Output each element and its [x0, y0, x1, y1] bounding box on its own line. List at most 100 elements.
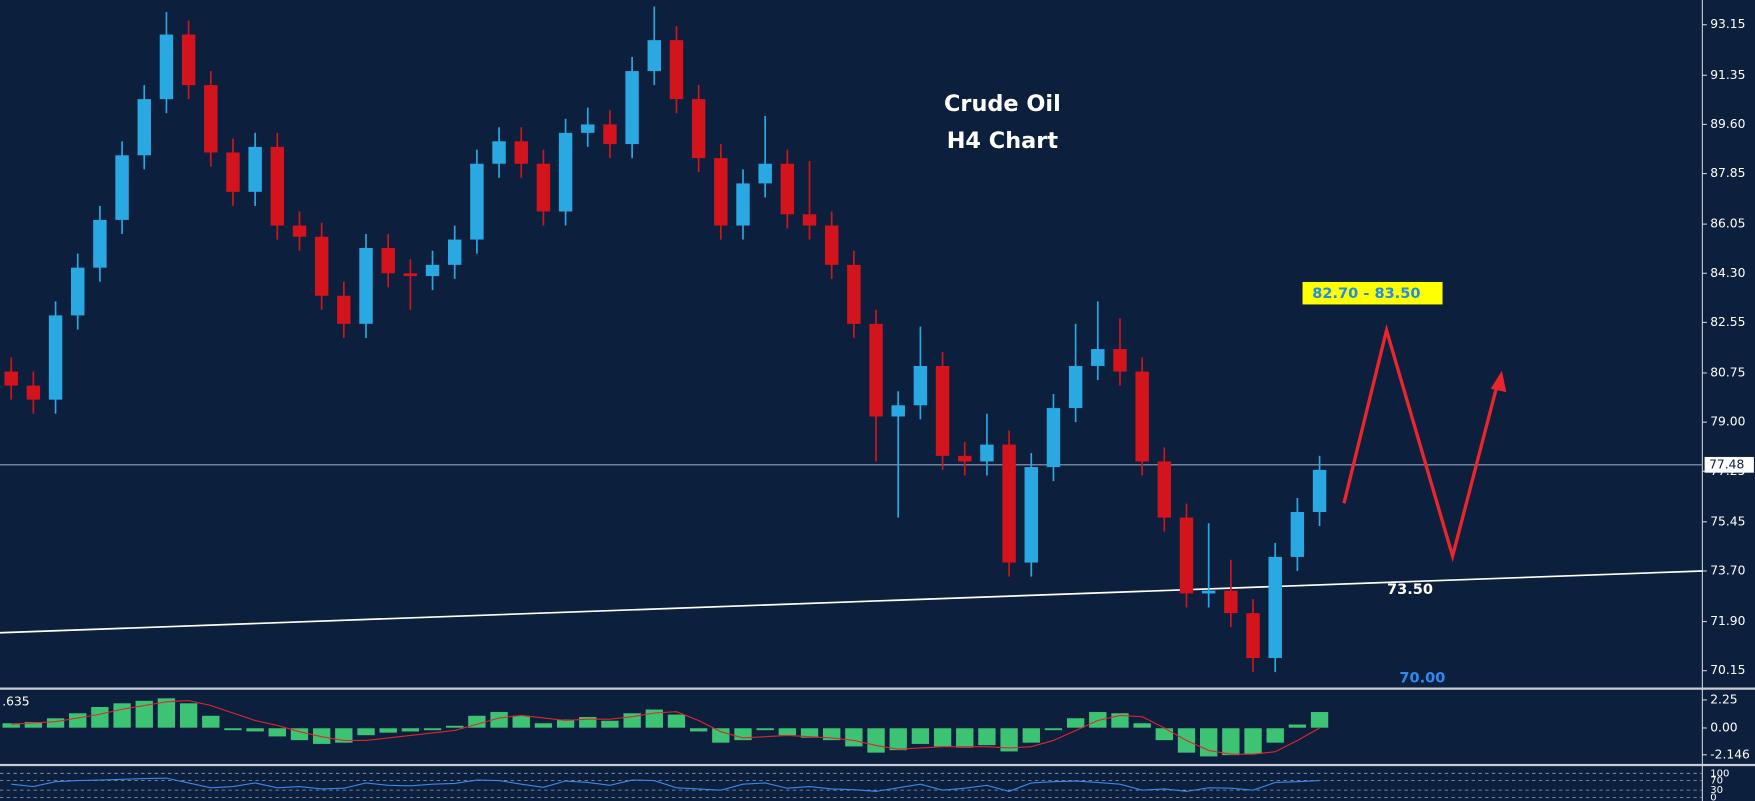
candle-body — [292, 225, 307, 237]
macd-bar — [24, 721, 43, 729]
candle-body — [802, 214, 817, 226]
candle-body — [1179, 517, 1194, 594]
y-tick-label: 30 — [1710, 785, 1723, 796]
plot: 93.15 91.35 89.60 87.85 86.05 84.30 82.55 80.75… — [0, 6, 1754, 801]
macd-bar — [90, 706, 110, 729]
macd-bar — [423, 727, 442, 731]
projection-arrow — [1342, 323, 1501, 563]
candle-body — [1157, 461, 1172, 518]
macd-bar — [933, 727, 952, 747]
y-tick-label: 91.35 — [1710, 68, 1745, 82]
signal-line — [11, 699, 1320, 755]
candle-body — [1246, 613, 1260, 659]
macd-bar — [778, 727, 797, 736]
macd-bar — [667, 713, 686, 729]
macd-bar — [378, 727, 398, 734]
candle-body — [248, 146, 262, 192]
current-price-box — [1704, 456, 1754, 473]
candle-body — [1024, 467, 1038, 563]
candle-body — [714, 158, 728, 226]
current-price-label: 77.48 — [1709, 457, 1744, 471]
macd-bar — [711, 727, 731, 744]
macd-bar — [401, 727, 420, 733]
candle-body — [447, 239, 462, 265]
candle-body — [1268, 556, 1282, 659]
candle-body — [425, 264, 440, 277]
y-tick-label: 0.00 — [1710, 720, 1738, 734]
y-tick-label: 80.75 — [1710, 365, 1745, 379]
macd-bar — [223, 727, 243, 731]
macd-bar — [1243, 727, 1263, 755]
candle-body — [558, 132, 573, 212]
y-tick-label: 84.30 — [1710, 266, 1745, 280]
candle-body — [492, 141, 506, 164]
macd-bar — [245, 727, 265, 733]
candle-body — [758, 163, 772, 184]
macd-bar — [511, 715, 531, 729]
macd-bar — [157, 697, 176, 729]
candle-body — [314, 236, 329, 296]
macd-bar — [1288, 723, 1307, 729]
macd-bar — [1155, 727, 1174, 741]
candle-body — [137, 99, 151, 156]
candle-body — [1135, 371, 1149, 462]
target-zone-box — [1302, 281, 1443, 305]
candle-body — [847, 264, 861, 324]
candle-body — [935, 365, 950, 456]
y-tick-label: 82.55 — [1710, 315, 1745, 329]
candle-body — [48, 315, 63, 400]
macd-bar — [1088, 711, 1108, 729]
macd-bar — [600, 720, 620, 729]
candle-body — [536, 163, 551, 212]
macd-bar — [489, 711, 509, 729]
y-tick-label: 2.25 — [1710, 692, 1737, 706]
rsi-line — [11, 777, 1320, 792]
y-tick-label: -2.146 — [1710, 747, 1750, 761]
macd-bar — [1, 722, 21, 729]
macd-bar — [645, 708, 664, 729]
candle-body — [958, 455, 972, 462]
candle-body — [115, 155, 129, 220]
candle-body — [359, 247, 373, 324]
candle-body — [1312, 469, 1327, 512]
level-label: 70.00 — [1399, 670, 1445, 687]
macd-bar — [1265, 727, 1285, 744]
candle-body — [226, 152, 240, 192]
candle-body — [1201, 590, 1216, 594]
macd-bar — [201, 715, 221, 729]
y-tick-label: 70 — [1710, 776, 1723, 787]
support-label: 73.50 — [1387, 581, 1433, 598]
candle-body — [470, 163, 484, 240]
macd-bar — [1132, 722, 1152, 729]
candle-body — [1224, 590, 1238, 614]
candle-body — [780, 163, 795, 215]
candle-body — [204, 85, 218, 153]
macd-bar — [312, 727, 331, 745]
y-tick-label: 0 — [1710, 792, 1716, 801]
candle-body — [93, 219, 107, 268]
macd-bar — [911, 727, 930, 745]
arrow-head — [1490, 370, 1507, 393]
candle-body — [581, 124, 595, 133]
macd-bar — [534, 722, 553, 729]
candle-body — [736, 183, 750, 226]
y-tick-label: 71.90 — [1710, 614, 1745, 628]
candle-body — [1068, 365, 1083, 409]
macd-bar — [955, 727, 974, 749]
candle-body — [891, 405, 905, 417]
y-tick-label: 73.70 — [1710, 563, 1745, 577]
candle-body — [1046, 408, 1061, 468]
candle-body — [1002, 444, 1016, 563]
trendline — [0, 570, 1703, 634]
macd-bar — [1221, 727, 1241, 756]
y-tick-label: 79.00 — [1710, 415, 1745, 429]
macd-bar — [268, 727, 287, 737]
y-tick-label: 100 — [1710, 768, 1729, 779]
macd-bar — [578, 716, 598, 729]
candle-body — [869, 323, 883, 417]
macd-bar — [556, 718, 575, 729]
candle-body — [270, 146, 285, 226]
candle-body — [4, 371, 18, 386]
macd-bar — [733, 727, 753, 741]
